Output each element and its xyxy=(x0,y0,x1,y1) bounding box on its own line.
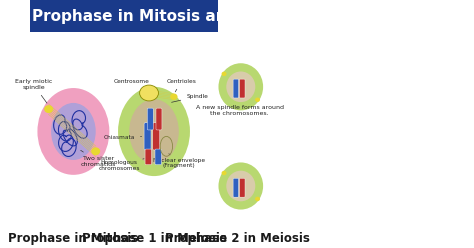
Text: Homologous
chromosomes: Homologous chromosomes xyxy=(99,159,144,171)
Ellipse shape xyxy=(140,85,158,101)
Ellipse shape xyxy=(91,147,100,155)
Ellipse shape xyxy=(51,103,96,160)
Text: Centrosome: Centrosome xyxy=(114,79,150,88)
FancyBboxPatch shape xyxy=(30,0,219,32)
Ellipse shape xyxy=(37,88,109,175)
Ellipse shape xyxy=(221,171,227,175)
Text: Centrioles: Centrioles xyxy=(166,79,196,92)
FancyBboxPatch shape xyxy=(155,149,162,165)
Text: Prophase in Mitosis: Prophase in Mitosis xyxy=(8,232,138,245)
FancyBboxPatch shape xyxy=(233,178,238,197)
FancyBboxPatch shape xyxy=(147,108,153,130)
Ellipse shape xyxy=(219,162,263,210)
Ellipse shape xyxy=(226,71,255,102)
FancyBboxPatch shape xyxy=(156,108,162,130)
Ellipse shape xyxy=(226,171,255,201)
Text: Spindle: Spindle xyxy=(172,94,208,102)
FancyBboxPatch shape xyxy=(144,123,151,150)
Ellipse shape xyxy=(170,93,178,100)
Ellipse shape xyxy=(219,63,263,110)
Text: Prophase 2 in Meiosis: Prophase 2 in Meiosis xyxy=(164,232,310,245)
Ellipse shape xyxy=(44,105,53,113)
FancyBboxPatch shape xyxy=(145,149,152,165)
Text: Two sister
chromatids: Two sister chromatids xyxy=(81,150,116,167)
Ellipse shape xyxy=(129,99,179,164)
Ellipse shape xyxy=(221,72,227,76)
FancyBboxPatch shape xyxy=(239,79,245,98)
Text: Prophase 1 in Meiosis: Prophase 1 in Meiosis xyxy=(82,232,227,245)
Text: Early miotic
spindle: Early miotic spindle xyxy=(15,79,53,103)
Text: A new spindle forms around
the chromosomes.: A new spindle forms around the chromosom… xyxy=(196,105,283,116)
FancyBboxPatch shape xyxy=(153,123,160,150)
Text: Nuclear envelope
(Fragment): Nuclear envelope (Fragment) xyxy=(153,154,205,168)
Ellipse shape xyxy=(118,87,190,176)
Ellipse shape xyxy=(255,97,260,102)
Text: Chiasmata: Chiasmata xyxy=(104,135,142,140)
FancyBboxPatch shape xyxy=(233,79,238,98)
FancyBboxPatch shape xyxy=(239,178,245,197)
Text: Prophase in Mitosis and Meiosis (Prophase 1 and 2): Prophase in Mitosis and Meiosis (Prophas… xyxy=(33,9,474,24)
Ellipse shape xyxy=(255,197,260,201)
